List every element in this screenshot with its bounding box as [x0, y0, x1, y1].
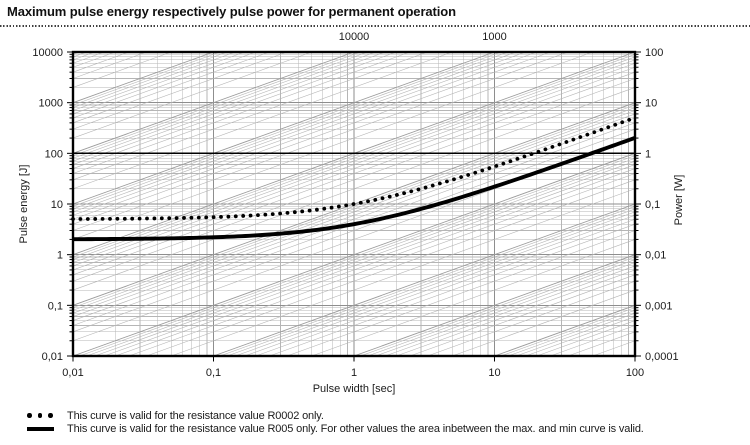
curves [71, 115, 637, 242]
legend-item-r005: This curve is valid for the resistance v… [27, 423, 644, 437]
y-right-tick-label: 0,01 [645, 250, 666, 262]
y-left-tick-label: 100 [45, 148, 63, 160]
y-left-tick-label: 1 [57, 250, 63, 262]
y-left-tick-label: 0,1 [48, 300, 63, 312]
power-diagonals-major [72, 51, 636, 357]
y-left-axis-title: Pulse energy [J] [18, 165, 30, 244]
solid-curve-marker [27, 427, 67, 432]
legend-item-r0002: This curve is valid for the resistance v… [27, 409, 644, 423]
x-axis-title: Pulse width [sec] [313, 383, 396, 395]
plot-frame [71, 50, 637, 358]
y-right-tick-label: 0,001 [645, 300, 673, 312]
y-right-tick-label: 100 [645, 47, 663, 59]
axis-ticks [67, 51, 641, 362]
legend-dot-icon [27, 413, 32, 419]
r005-min-curve [72, 136, 636, 242]
page-title: Maximum pulse energy respectively pulse … [7, 4, 456, 19]
y-right-tick-label: 10 [645, 98, 657, 110]
r0002-max-curve [71, 115, 637, 221]
x-tick-label: 100 [626, 367, 644, 379]
y-left-tick-label: 0,01 [42, 351, 63, 363]
y-left-tick-label: 10 [51, 199, 63, 211]
title-separator [0, 25, 750, 27]
y-right-tick-label: 1 [645, 148, 651, 160]
legend-text-r0002: This curve is valid for the resistance v… [67, 409, 324, 422]
power-diagonals-minor [72, 51, 636, 357]
legend-dot-icon [37, 413, 43, 419]
dotted-curve-marker [27, 413, 67, 419]
axis-labels: 10000 1000 100 10 1 0,1 0,01 100 10 1 0,1 0,01 0,001… [18, 31, 685, 395]
legend-dot-icon [48, 413, 53, 419]
y-left-tick-label: 1000 [39, 98, 63, 110]
y-right-tick-label: 0,1 [645, 199, 660, 211]
y-left-tick-label: 10000 [32, 47, 63, 59]
legend-line-icon [27, 427, 54, 432]
x-tick-label: 0,01 [62, 367, 83, 379]
x-tick-label: 10 [488, 367, 500, 379]
legend-text-r005: This curve is valid for the resistance v… [67, 423, 644, 436]
power-diagonal-top-label: 1000 [482, 31, 506, 43]
x-tick-label: 1 [351, 367, 357, 379]
x-tick-label: 0,1 [206, 367, 221, 379]
chart-legend: This curve is valid for the resistance v… [27, 409, 644, 436]
y-right-tick-label: 0,0001 [645, 351, 679, 363]
power-diagonal-top-label: 10000 [339, 31, 370, 43]
y-right-axis-title: Power [W] [673, 175, 685, 226]
